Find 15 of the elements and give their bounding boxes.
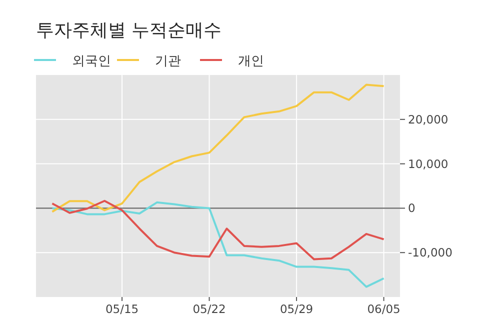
x-tick-label: 05/15 (105, 302, 139, 316)
line-series (51, 84, 385, 213)
x-tick-label: 05/22 (192, 302, 226, 316)
y-tick-label: 0 (408, 201, 416, 216)
legend-label: 개인 (238, 54, 264, 69)
y-tick-label: -10,000 (408, 246, 452, 260)
line-series (51, 200, 385, 260)
chart-title: 투자주체별 누적순매수 (36, 20, 222, 41)
y-tick-label: 10,000 (408, 156, 448, 171)
x-tick-label: 05/29 (280, 302, 314, 316)
y-tick-label: 20,000 (408, 112, 448, 126)
legend-label: 기관 (155, 54, 181, 69)
x-tick-label: 06/05 (367, 302, 400, 316)
line-series (51, 201, 385, 288)
legend-label: 외국인 (72, 54, 111, 69)
